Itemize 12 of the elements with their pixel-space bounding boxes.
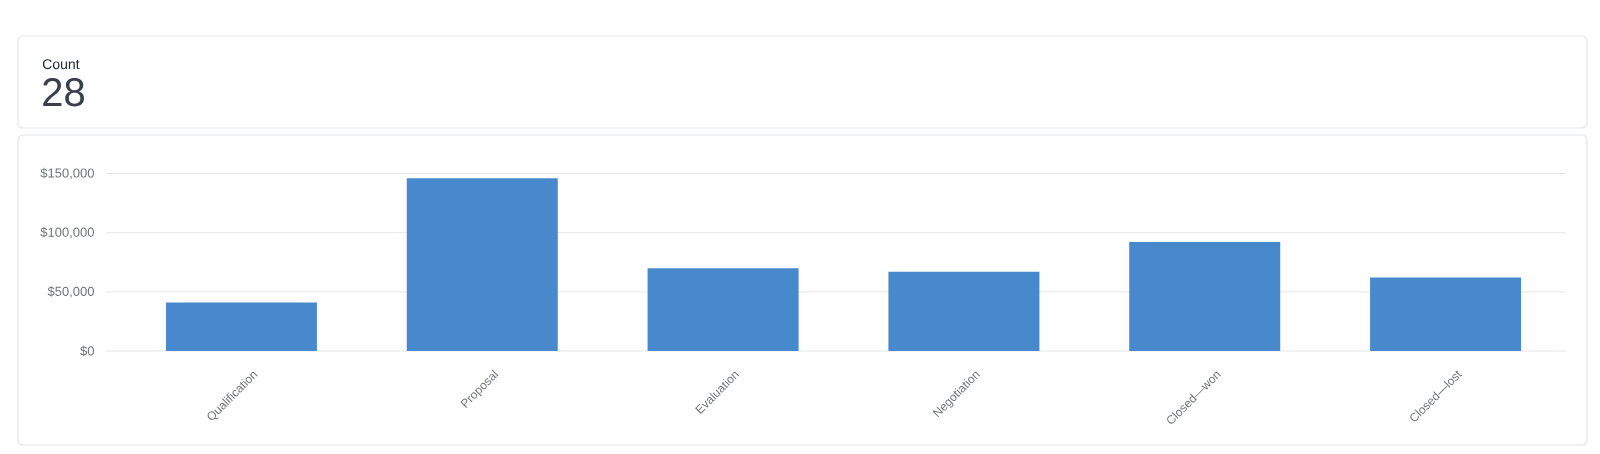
- bar: [406, 178, 558, 351]
- y-tick-label: $100,000: [40, 227, 94, 239]
- y-tick-label: $0: [80, 345, 94, 357]
- bar: [1370, 277, 1522, 351]
- y-tick-label: $50,000: [47, 286, 94, 298]
- bar: [1129, 242, 1281, 351]
- bar: [888, 271, 1040, 351]
- bar: [165, 302, 317, 351]
- y-tick-label: $150,000: [40, 167, 94, 180]
- text: 28: [43, 78, 84, 107]
- bar: [647, 268, 799, 351]
- text: Count: [42, 59, 80, 70]
